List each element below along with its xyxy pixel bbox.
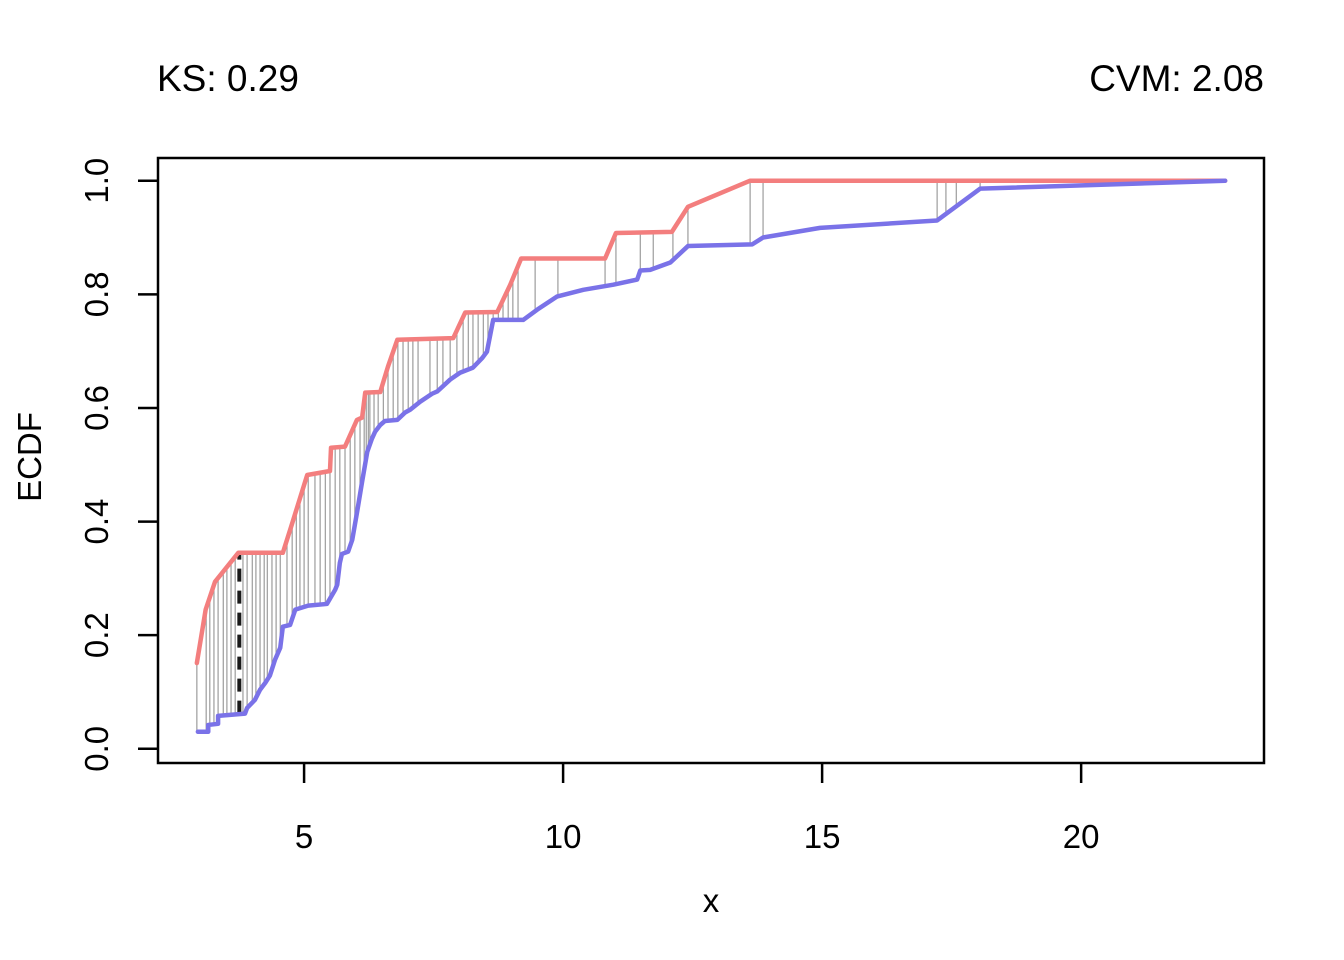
y-tick-label: 0.6: [78, 385, 115, 431]
y-axis-title: ECDF: [11, 412, 48, 502]
red-ecdf-curve: [194, 178, 1228, 666]
cvm-statistic-label: CVM: 2.08: [1089, 58, 1264, 99]
ks-statistic-label: KS: 0.29: [157, 58, 299, 99]
y-tick-label: 0.4: [78, 499, 115, 545]
plot-border: [156, 156, 1266, 765]
blue-ecdf-curve: [195, 178, 1228, 735]
y-tick-label: 0.0: [78, 726, 115, 772]
x-axis-title: x: [702, 882, 720, 919]
x-tick-label: 10: [545, 818, 582, 855]
x-tick-label: 5: [295, 818, 313, 855]
y-tick-label: 0.2: [78, 612, 115, 658]
x-tick-label: 20: [1063, 818, 1100, 855]
x-tick-label: 15: [804, 818, 841, 855]
y-tick-label: 1.0: [78, 158, 115, 204]
y-tick-label: 0.8: [78, 271, 115, 317]
